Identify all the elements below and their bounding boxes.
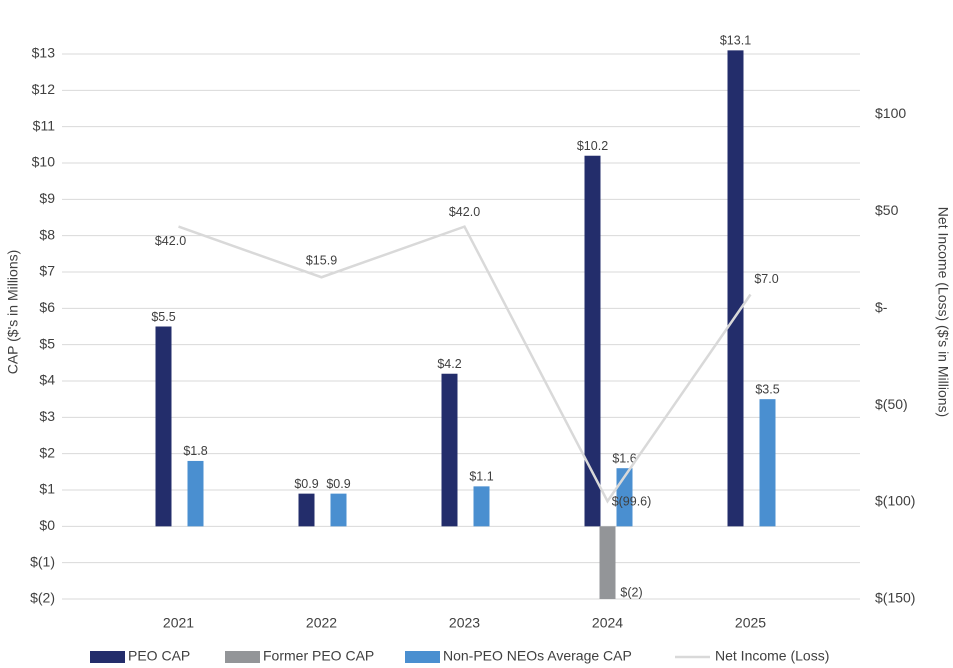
legend-label: PEO CAP — [128, 648, 190, 664]
y2-tick-label: $50 — [875, 202, 899, 218]
data-label: $1.8 — [183, 444, 207, 458]
x-tick-label: 2023 — [449, 615, 480, 631]
bar — [330, 493, 347, 527]
bar — [155, 326, 172, 527]
legend-swatch — [90, 651, 125, 663]
y-tick-label: $1 — [39, 481, 55, 497]
legend-swatch — [225, 651, 260, 663]
data-label: $1.1 — [469, 470, 493, 484]
y2-tick-label: $(50) — [875, 396, 908, 412]
bar — [298, 493, 315, 527]
y-tick-label: $8 — [39, 226, 55, 242]
legend-swatch — [405, 651, 440, 663]
x-tick-label: 2021 — [163, 615, 194, 631]
y-tick-label: $5 — [39, 335, 55, 351]
data-label: $(99.6) — [612, 495, 652, 509]
y-tick-label: $3 — [39, 408, 55, 424]
data-label: $42.0 — [449, 205, 480, 219]
legend-label: Net Income (Loss) — [715, 648, 829, 664]
x-tick-label: 2024 — [592, 615, 623, 631]
y-tick-label: $2 — [39, 444, 55, 460]
y2-tick-label: $(100) — [875, 493, 915, 509]
bar — [473, 486, 490, 527]
legend-label: Former PEO CAP — [263, 648, 374, 664]
bar — [441, 373, 458, 527]
data-label: $(2) — [620, 585, 642, 599]
data-label: $0.9 — [294, 477, 318, 491]
data-label: $42.0 — [155, 234, 186, 248]
data-label: $10.2 — [577, 139, 608, 153]
y-tick-label: $12 — [32, 81, 56, 97]
data-label: $13.1 — [720, 34, 751, 48]
y-tick-label: $10 — [32, 154, 56, 170]
data-label: $1.6 — [612, 451, 636, 465]
y-tick-label: $13 — [32, 45, 56, 61]
data-label: $3.5 — [755, 382, 779, 396]
y-tick-label: $4 — [39, 372, 55, 388]
y2-tick-label: $(150) — [875, 590, 915, 606]
bar — [599, 526, 616, 599]
line — [178, 225, 752, 504]
legend-label: Non-PEO NEOs Average CAP — [443, 648, 632, 664]
data-label: $7.0 — [754, 272, 778, 286]
y-tick-label: $(2) — [30, 590, 55, 606]
data-label: $5.5 — [151, 310, 175, 324]
x-tick-label: 2022 — [306, 615, 337, 631]
y2-tick-label: $- — [875, 299, 888, 315]
y2-tick-label: $100 — [875, 105, 906, 121]
data-label: $0.9 — [326, 477, 350, 491]
y-tick-label: $(1) — [30, 553, 55, 569]
y-tick-label: $11 — [33, 117, 56, 133]
y2-axis-title: Net Income (Loss) ($'s in Millions) — [935, 207, 951, 417]
bar — [727, 50, 744, 527]
bar — [187, 460, 204, 527]
x-tick-label: 2025 — [735, 615, 766, 631]
y-tick-label: $7 — [39, 263, 55, 279]
y-tick-label: $6 — [39, 299, 55, 315]
bar — [584, 155, 601, 527]
y-tick-label: $9 — [39, 190, 55, 206]
y-axis-title: CAP ($'s in Millions) — [5, 250, 21, 375]
bar — [759, 399, 776, 527]
data-label: $4.2 — [437, 357, 461, 371]
data-label: $15.9 — [306, 254, 337, 268]
y-tick-label: $0 — [39, 517, 55, 533]
